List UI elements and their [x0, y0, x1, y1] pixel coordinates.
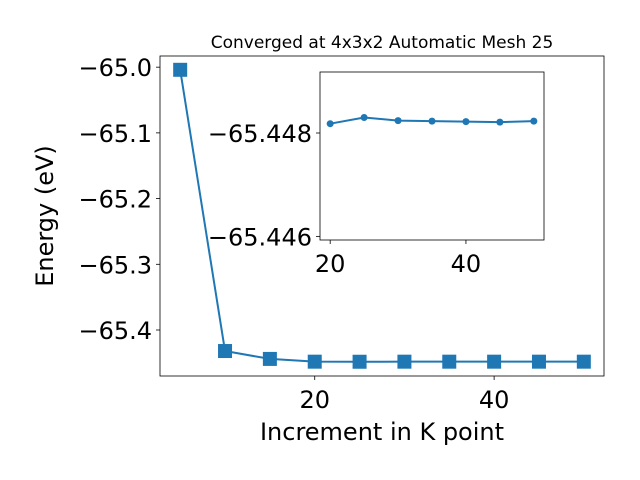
- main-series-line: [179, 69, 584, 363]
- inset-data-point: [360, 113, 368, 121]
- main-axes-frame: [159, 55, 605, 377]
- inset-y-tick-label: −65.448: [208, 120, 312, 148]
- y-axis-label: Energy (eV): [31, 145, 59, 287]
- inset-x-tick-label: 40: [451, 250, 482, 278]
- inset-data-point: [530, 117, 538, 125]
- main-y-tick-label: −65.4: [78, 317, 152, 345]
- main-data-point: [531, 354, 546, 369]
- main-y-tick-label: −65.2: [78, 186, 152, 214]
- chart-title: Converged at 4x3x2 Automatic Mesh 25: [211, 33, 554, 53]
- main-y-tick-label: −65.0: [78, 54, 152, 82]
- main-data-point: [218, 344, 233, 359]
- main-data-point: [352, 354, 367, 369]
- main-data-point: [487, 354, 502, 369]
- main-data-point: [262, 351, 277, 366]
- x-axis-label: Increment in K point: [260, 418, 504, 446]
- inset-data-point: [496, 118, 504, 126]
- inset-data-point: [326, 120, 334, 128]
- inset-y-tick-label: −65.446: [208, 223, 312, 251]
- main-data-point: [397, 354, 412, 369]
- inset-x-tick-label: 20: [315, 250, 346, 278]
- inset-plot: 20 40 −65.448 −65.446: [208, 71, 545, 278]
- inset-data-point: [462, 118, 470, 126]
- main-data-point: [442, 354, 457, 369]
- main-y-tick-label: −65.1: [78, 120, 152, 148]
- inset-axes-frame: [319, 71, 545, 241]
- main-x-tick-label: 20: [299, 386, 330, 414]
- inset-data-point: [394, 117, 402, 125]
- main-data-point: [576, 354, 591, 369]
- main-plot: 20 40 −65.4 −65.3 −65.2 −65.1 −65.0: [78, 54, 605, 414]
- main-data-point: [173, 62, 188, 77]
- inset-data-point: [428, 117, 436, 125]
- main-data-point: [307, 354, 322, 369]
- main-y-tick-label: −65.3: [78, 251, 152, 279]
- main-x-tick-label: 40: [479, 386, 510, 414]
